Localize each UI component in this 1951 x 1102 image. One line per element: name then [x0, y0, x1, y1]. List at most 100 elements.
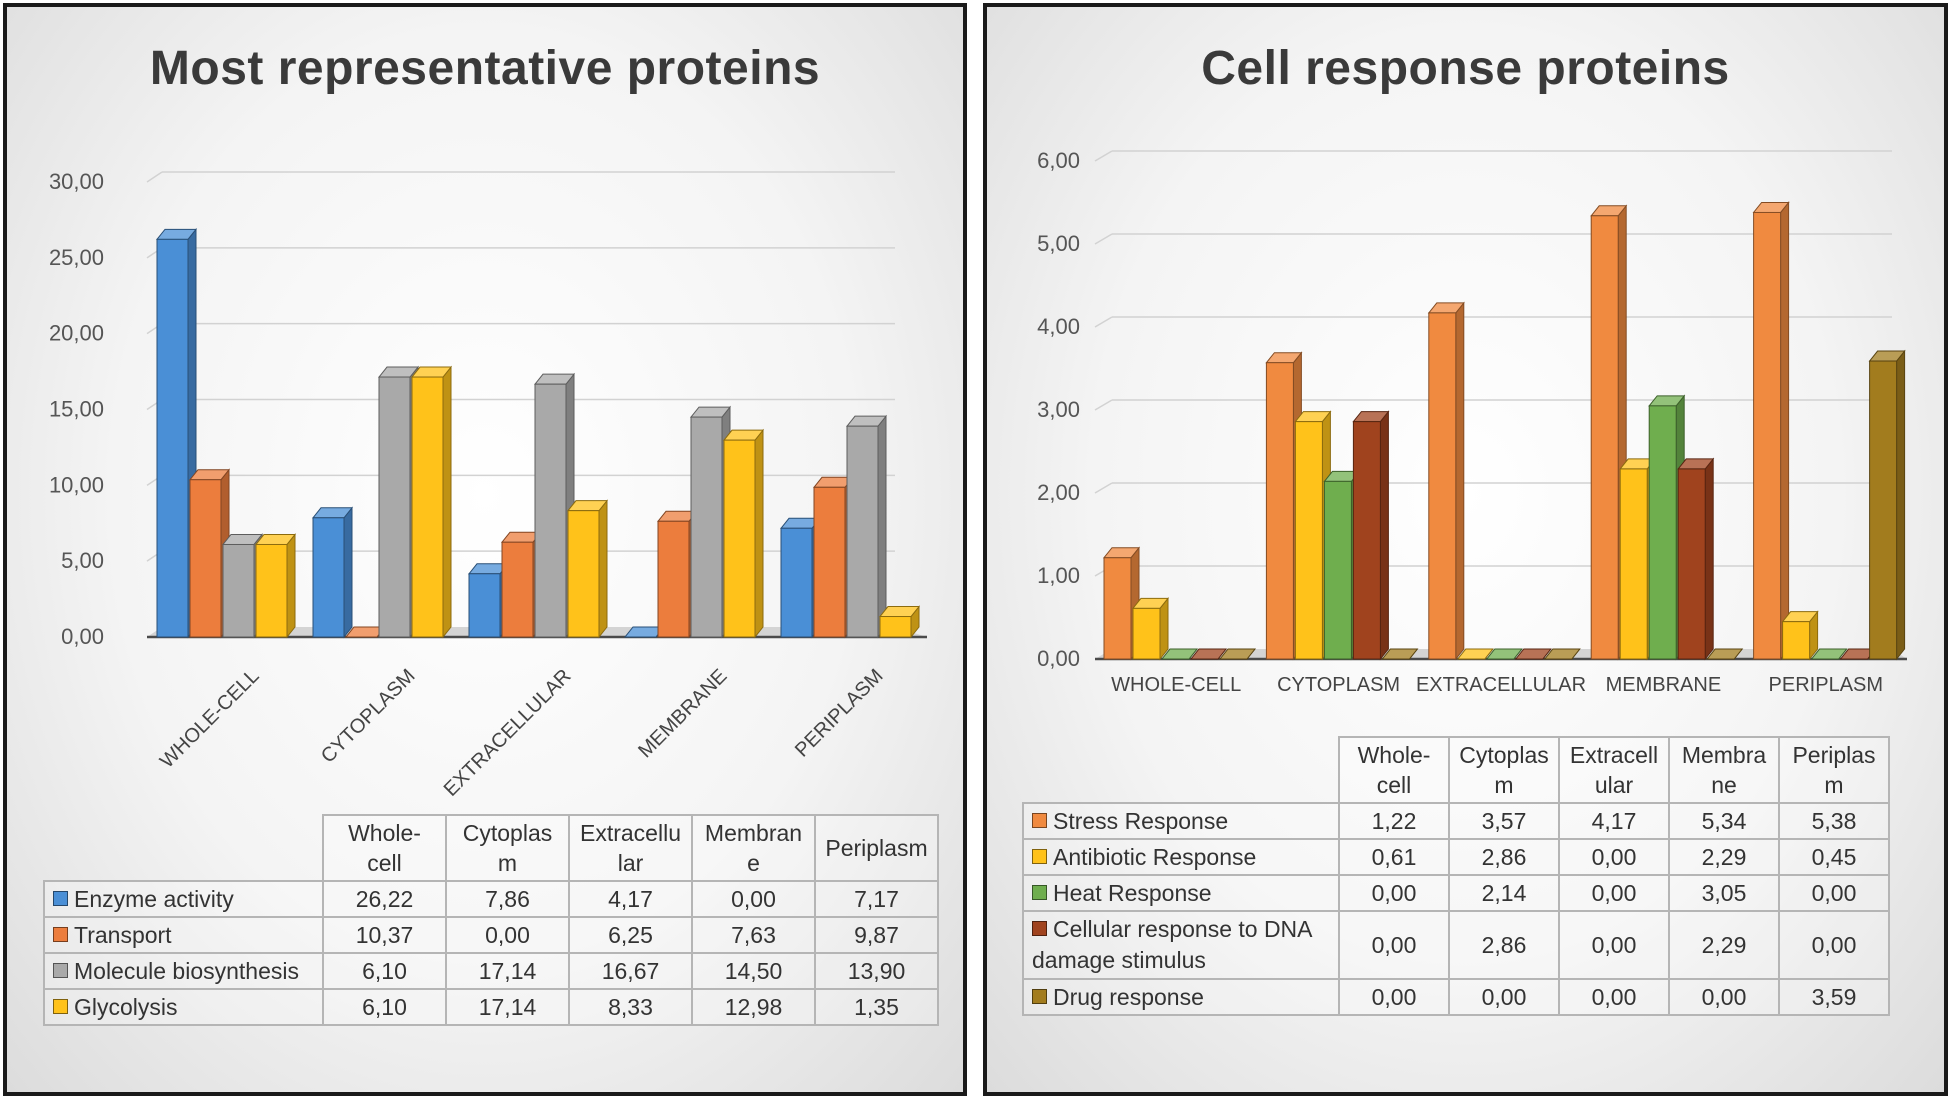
y-tick-label: 0,00 — [61, 624, 104, 649]
bar — [1543, 648, 1581, 660]
table-cell: 0,00 — [1338, 910, 1450, 980]
x-category-label: CYTOPLASM — [317, 665, 420, 768]
bar — [566, 499, 609, 639]
x-category-label: WHOLE-CELL — [156, 665, 264, 773]
gridline — [1094, 233, 1113, 245]
bar-front — [846, 425, 879, 638]
table-row: Stress Response 1,22 3,57 4,17 5,34 5,38 — [1022, 802, 1890, 840]
table-cell: 5,38 — [1778, 802, 1890, 840]
table-row: Enzyme activity 26,22 7,86 4,17 0,00 7,17 — [43, 880, 939, 918]
column-header-text: e — [747, 850, 760, 876]
series-legend-cell: Transport — [43, 916, 324, 954]
bar-chart-most-representative: 0,00 5,00 10,00 15,00 20,00 25,00 30,00 WHOLE-C… — [49, 169, 927, 801]
table-cell: 17,14 — [445, 952, 570, 990]
bar-front — [690, 416, 723, 638]
series-name: Antibiotic Response — [1053, 844, 1257, 870]
legend-key — [53, 963, 68, 979]
y-tick-label: 0,00 — [1037, 646, 1080, 671]
column-header-text: Extracellu — [580, 820, 681, 846]
bar — [1752, 201, 1790, 661]
bar — [1868, 349, 1906, 661]
column-header-text: lar — [617, 850, 644, 876]
bar — [1781, 610, 1819, 661]
bar-front — [1648, 405, 1677, 660]
table-cell: 9,87 — [814, 916, 939, 954]
table-row: Transport 10,37 0,00 6,25 7,63 9,87 — [43, 916, 939, 954]
table-row: Cellular response to DNA damage stimulus… — [1022, 910, 1890, 980]
column-header-text: Membra — [1681, 742, 1767, 768]
table-cell: 12,98 — [691, 988, 816, 1026]
bar-front — [1753, 211, 1782, 660]
x-category-label: WHOLE-CELL — [1111, 674, 1241, 696]
table-cell: 6,25 — [568, 916, 693, 954]
column-header-text: cell — [367, 850, 402, 876]
legend-key — [53, 999, 68, 1015]
bar-front — [189, 479, 222, 638]
x-category-label: CYTOPLASM — [1277, 674, 1400, 696]
column-header-text: Cytoplas — [1459, 742, 1549, 768]
table-cell: 0,00 — [1668, 978, 1780, 1016]
bar — [254, 533, 297, 639]
column-header: Cytoplas m — [445, 814, 570, 882]
bar-front — [156, 238, 189, 638]
table-cell: 3,59 — [1778, 978, 1890, 1016]
bar-side — [1780, 201, 1790, 661]
column-header: Whole-cell — [322, 814, 447, 882]
bar — [1427, 301, 1465, 661]
legend-key — [53, 927, 68, 943]
gridline — [1094, 316, 1113, 328]
table-cell: 14,50 — [691, 952, 816, 990]
bar-front — [411, 376, 444, 638]
bar-front — [1103, 557, 1132, 660]
bar-front — [1782, 621, 1811, 660]
table-cell: 7,86 — [445, 880, 570, 918]
y-tick-label: 1,00 — [1037, 563, 1080, 588]
column-header-text: Cytoplas — [462, 820, 553, 846]
x-category-label: MEMBRANE — [1606, 674, 1722, 696]
y-tick-label: 6,00 — [1037, 148, 1080, 173]
table-cell: 2,29 — [1668, 910, 1780, 980]
bar — [1160, 648, 1199, 660]
bar — [1381, 648, 1419, 660]
chart-panel-most-representative: Most representative proteins 0,00 5,00 10,… — [3, 3, 967, 1096]
data-table-most-representative: Whole-cell Cytoplas m Extracellu lar Membran e… — [43, 814, 939, 1026]
bar-front — [222, 543, 255, 638]
y-tick-label: 30,00 — [49, 169, 104, 194]
column-header: Extracell ular — [1558, 736, 1670, 804]
bar-side — [1455, 301, 1465, 661]
table-cell: 6,10 — [322, 988, 447, 1026]
table-cell: 0,00 — [1778, 910, 1890, 980]
series-name: Glycolysis — [74, 994, 178, 1020]
gridline — [146, 171, 163, 183]
y-tick-label: 10,00 — [49, 472, 104, 497]
column-header-text: Whole- — [1357, 742, 1431, 768]
table-cell: 0,00 — [1558, 910, 1670, 980]
column-header: Periplas m — [1778, 736, 1890, 804]
y-tick-label: 25,00 — [49, 245, 104, 270]
table-cell: 2,14 — [1448, 874, 1560, 912]
table-cell: 0,00 — [1448, 978, 1560, 1016]
table-cell: 0,00 — [691, 880, 816, 918]
bar — [1352, 410, 1390, 661]
bar — [722, 428, 765, 639]
series-legend-cell: Molecule biosynthesis — [43, 952, 324, 990]
table-cell: 1,35 — [814, 988, 939, 1026]
table-cell: 4,17 — [568, 880, 693, 918]
column-header-text: m — [1494, 772, 1514, 798]
bar-front — [312, 517, 345, 638]
y-tick-label: 5,00 — [1037, 231, 1080, 256]
table-cell: 0,00 — [1558, 978, 1670, 1016]
bar-front — [468, 573, 501, 638]
bar-front — [534, 383, 567, 638]
column-header-text: Periplasm — [825, 835, 928, 861]
table-header-row: Whole-cell Cytoplas m Extracell ular Membra ne… — [1023, 736, 1890, 804]
bar-front — [501, 541, 534, 638]
series-name: Enzyme activity — [74, 886, 234, 912]
table-cell: 0,00 — [1558, 838, 1670, 876]
column-header: Membra ne — [1668, 736, 1780, 804]
table-row: Molecule biosynthesis 6,10 17,14 16,67 14,50… — [43, 952, 939, 990]
bar-front — [567, 510, 600, 638]
x-category-label: EXTRACELLULAR — [440, 665, 576, 801]
bar-front — [1294, 421, 1323, 660]
bar-chart-cell-response: 0,00 1,00 2,00 3,00 4,00 5,00 6,00 WHOLE-CELL CY… — [1037, 148, 1907, 696]
